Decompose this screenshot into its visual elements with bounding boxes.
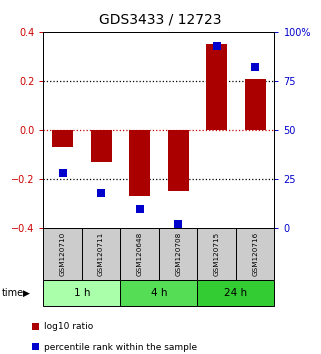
Point xyxy=(176,222,181,227)
Point xyxy=(214,43,219,48)
Bar xyxy=(206,44,227,130)
Bar xyxy=(82,228,120,280)
Text: 24 h: 24 h xyxy=(224,288,247,298)
Bar xyxy=(120,228,159,280)
Text: log10 ratio: log10 ratio xyxy=(44,322,93,331)
Text: time: time xyxy=(2,288,24,298)
Point xyxy=(99,190,104,196)
Text: GSM120708: GSM120708 xyxy=(175,232,181,276)
Text: percentile rank within the sample: percentile rank within the sample xyxy=(44,343,197,352)
Point xyxy=(137,206,142,212)
Text: 1 h: 1 h xyxy=(74,288,90,298)
Bar xyxy=(168,130,189,192)
Bar xyxy=(236,228,274,280)
Text: GSM120711: GSM120711 xyxy=(98,232,104,276)
Point xyxy=(253,64,258,70)
Text: GSM120710: GSM120710 xyxy=(60,232,65,276)
Point xyxy=(60,171,65,176)
Text: GDS3433 / 12723: GDS3433 / 12723 xyxy=(99,12,222,27)
Bar xyxy=(43,228,82,280)
Bar xyxy=(52,130,73,147)
Bar xyxy=(197,228,236,280)
Bar xyxy=(120,280,197,306)
Text: 4 h: 4 h xyxy=(151,288,167,298)
Bar xyxy=(43,280,120,306)
Bar xyxy=(245,79,266,130)
Text: GSM120715: GSM120715 xyxy=(214,232,220,276)
Bar xyxy=(129,130,150,196)
Text: GSM120648: GSM120648 xyxy=(137,232,143,276)
Bar xyxy=(91,130,112,162)
Bar xyxy=(159,228,197,280)
Bar xyxy=(197,280,274,306)
Text: GSM120716: GSM120716 xyxy=(252,232,258,276)
Text: ▶: ▶ xyxy=(23,289,30,297)
